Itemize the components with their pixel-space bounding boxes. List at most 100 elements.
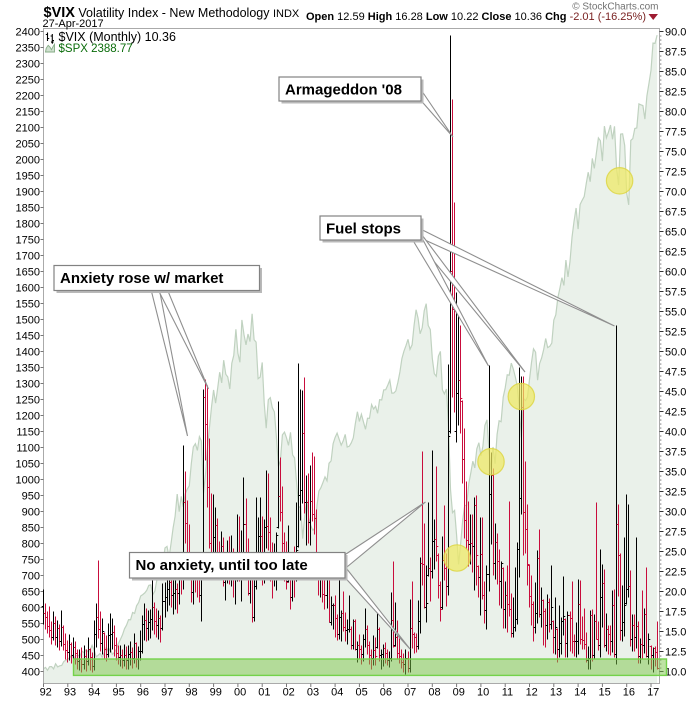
svg-text:52.5: 52.5 xyxy=(665,327,686,339)
svg-text:57.5: 57.5 xyxy=(665,287,686,299)
svg-text:550: 550 xyxy=(22,619,40,631)
svg-text:03: 03 xyxy=(307,687,319,699)
svg-text:94: 94 xyxy=(88,687,100,699)
svg-text:82.5: 82.5 xyxy=(665,87,686,99)
svg-text:96: 96 xyxy=(137,687,149,699)
svg-text:$VIX (Monthly) 10.36: $VIX (Monthly) 10.36 xyxy=(59,30,176,44)
svg-text:37.5: 37.5 xyxy=(665,447,686,459)
svg-text:09: 09 xyxy=(453,687,465,699)
svg-text:950: 950 xyxy=(22,491,40,503)
svg-text:400: 400 xyxy=(22,667,40,679)
svg-text:87.5: 87.5 xyxy=(665,47,686,59)
svg-text:90.0: 90.0 xyxy=(665,27,686,39)
svg-text:1400: 1400 xyxy=(16,347,40,359)
svg-text:Fuel stops: Fuel stops xyxy=(326,221,401,238)
svg-text:99: 99 xyxy=(210,687,222,699)
svg-text:10.0: 10.0 xyxy=(665,667,686,679)
svg-text:900: 900 xyxy=(22,507,40,519)
svg-text:50.0: 50.0 xyxy=(665,347,686,359)
svg-text:40.0: 40.0 xyxy=(665,427,686,439)
svg-text:60.0: 60.0 xyxy=(665,267,686,279)
svg-text:80.0: 80.0 xyxy=(665,107,686,119)
svg-text:07: 07 xyxy=(404,687,416,699)
svg-text:1250: 1250 xyxy=(16,395,40,407)
svg-text:06: 06 xyxy=(380,687,392,699)
svg-text:1750: 1750 xyxy=(16,235,40,247)
svg-text:04: 04 xyxy=(331,687,343,699)
svg-text:1550: 1550 xyxy=(16,299,40,311)
svg-text:1700: 1700 xyxy=(16,251,40,263)
svg-text:92: 92 xyxy=(40,687,52,699)
svg-text:93: 93 xyxy=(64,687,76,699)
svg-text:2050: 2050 xyxy=(16,139,40,151)
svg-text:16: 16 xyxy=(623,687,635,699)
svg-text:600: 600 xyxy=(22,603,40,615)
svg-text:$VIX Volatility Index - New Me: $VIX Volatility Index - New Methodology … xyxy=(44,5,300,21)
svg-text:1150: 1150 xyxy=(16,427,40,439)
svg-text:75.0: 75.0 xyxy=(665,147,686,159)
svg-text:05: 05 xyxy=(355,687,367,699)
svg-text:700: 700 xyxy=(22,571,40,583)
svg-text:15.0: 15.0 xyxy=(665,627,686,639)
svg-text:1500: 1500 xyxy=(16,315,40,327)
svg-text:800: 800 xyxy=(22,539,40,551)
svg-text:72.5: 72.5 xyxy=(665,167,686,179)
svg-text:1950: 1950 xyxy=(16,171,40,183)
svg-text:32.5: 32.5 xyxy=(665,487,686,499)
svg-text:47.5: 47.5 xyxy=(665,367,686,379)
svg-text:2400: 2400 xyxy=(16,27,40,39)
svg-text:97: 97 xyxy=(161,687,173,699)
svg-text:65.0: 65.0 xyxy=(665,227,686,239)
svg-text:01: 01 xyxy=(258,687,270,699)
svg-text:1900: 1900 xyxy=(16,187,40,199)
svg-text:1050: 1050 xyxy=(16,459,40,471)
svg-text:Armageddon '08: Armageddon '08 xyxy=(285,82,402,99)
svg-text:1800: 1800 xyxy=(16,219,40,231)
svg-text:15: 15 xyxy=(598,687,610,699)
svg-text:© StockCharts.com: © StockCharts.com xyxy=(572,2,658,13)
svg-text:62.5: 62.5 xyxy=(665,247,686,259)
svg-text:2000: 2000 xyxy=(16,155,40,167)
svg-text:Open 12.59 High 16.28 Low 10.2: Open 12.59 High 16.28 Low 10.22 Close 10… xyxy=(306,11,646,23)
svg-text:27-Apr-2017: 27-Apr-2017 xyxy=(43,18,104,30)
svg-text:1600: 1600 xyxy=(16,283,40,295)
svg-text:00: 00 xyxy=(234,687,246,699)
svg-text:55.0: 55.0 xyxy=(665,307,686,319)
svg-text:650: 650 xyxy=(22,587,40,599)
svg-text:1100: 1100 xyxy=(16,443,40,455)
svg-text:14: 14 xyxy=(574,687,586,699)
svg-text:1200: 1200 xyxy=(16,411,40,423)
svg-text:1850: 1850 xyxy=(16,203,40,215)
svg-text:42.5: 42.5 xyxy=(665,407,686,419)
svg-text:77.5: 77.5 xyxy=(665,127,686,139)
svg-text:1300: 1300 xyxy=(16,379,40,391)
svg-text:1650: 1650 xyxy=(16,267,40,279)
svg-text:17.5: 17.5 xyxy=(665,607,686,619)
svg-text:$SPX 2388.77: $SPX 2388.77 xyxy=(59,43,133,55)
svg-text:750: 750 xyxy=(22,555,40,567)
svg-text:No anxiety, until too late: No anxiety, until too late xyxy=(136,557,308,574)
svg-text:30.0: 30.0 xyxy=(665,507,686,519)
svg-text:1450: 1450 xyxy=(16,331,40,343)
svg-text:Anxiety rose w/ market: Anxiety rose w/ market xyxy=(60,270,223,287)
svg-text:12.5: 12.5 xyxy=(665,647,686,659)
svg-text:67.5: 67.5 xyxy=(665,207,686,219)
svg-text:2150: 2150 xyxy=(16,107,40,119)
svg-text:35.0: 35.0 xyxy=(665,467,686,479)
svg-text:2100: 2100 xyxy=(16,123,40,135)
svg-text:70.0: 70.0 xyxy=(665,187,686,199)
svg-text:25.0: 25.0 xyxy=(665,547,686,559)
svg-text:20.0: 20.0 xyxy=(665,587,686,599)
svg-text:02: 02 xyxy=(283,687,295,699)
svg-text:2300: 2300 xyxy=(16,59,40,71)
svg-text:95: 95 xyxy=(112,687,124,699)
svg-text:13: 13 xyxy=(550,687,562,699)
svg-text:22.5: 22.5 xyxy=(665,567,686,579)
svg-text:1350: 1350 xyxy=(16,363,40,375)
svg-text:17: 17 xyxy=(647,687,659,699)
svg-text:850: 850 xyxy=(22,523,40,535)
svg-text:12: 12 xyxy=(526,687,538,699)
svg-text:45.0: 45.0 xyxy=(665,387,686,399)
svg-text:11: 11 xyxy=(502,687,513,699)
svg-text:10: 10 xyxy=(477,687,489,699)
